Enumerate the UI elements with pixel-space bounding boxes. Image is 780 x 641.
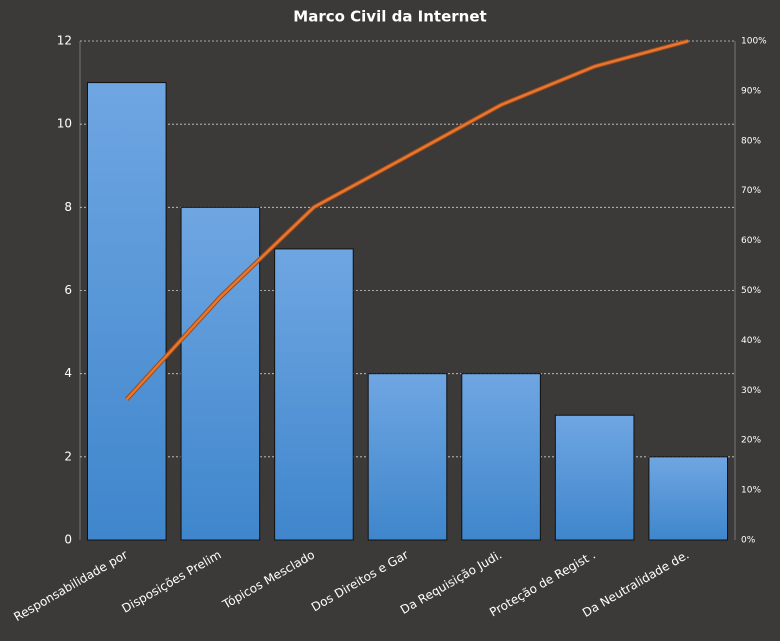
- y2-tick-label: 0%: [741, 536, 756, 546]
- y2-tick-label: 90%: [741, 86, 761, 96]
- bar: [554, 414, 635, 541]
- y2-tick-label: 50%: [741, 286, 761, 296]
- y2-tick-label: 60%: [741, 236, 761, 246]
- chart-title: Marco Civil da Internet: [293, 8, 486, 26]
- y2-tick-label: 30%: [741, 386, 761, 396]
- y2-tick-label: 80%: [741, 136, 761, 146]
- y-tick-label: 8: [64, 200, 72, 214]
- bar: [86, 82, 167, 541]
- y2-tick-label: 10%: [741, 486, 761, 496]
- y-tick-label: 4: [64, 366, 72, 380]
- y-tick-label: 0: [64, 533, 72, 547]
- y-tick-label: 12: [57, 34, 72, 48]
- bar: [274, 248, 354, 541]
- cumulative-line: [125, 39, 689, 401]
- y-tick-label: 6: [64, 283, 72, 297]
- bar: [180, 206, 261, 541]
- y2-tick-label: 20%: [741, 436, 761, 446]
- bar: [367, 373, 448, 541]
- bar: [461, 373, 541, 541]
- y-tick-label: 10: [57, 117, 72, 131]
- y2-tick-label: 40%: [741, 336, 761, 346]
- y2-tick-label: 70%: [741, 186, 761, 196]
- y2-tick-label: 100%: [741, 37, 767, 47]
- bar: [648, 456, 729, 541]
- y-tick-label: 2: [64, 449, 72, 463]
